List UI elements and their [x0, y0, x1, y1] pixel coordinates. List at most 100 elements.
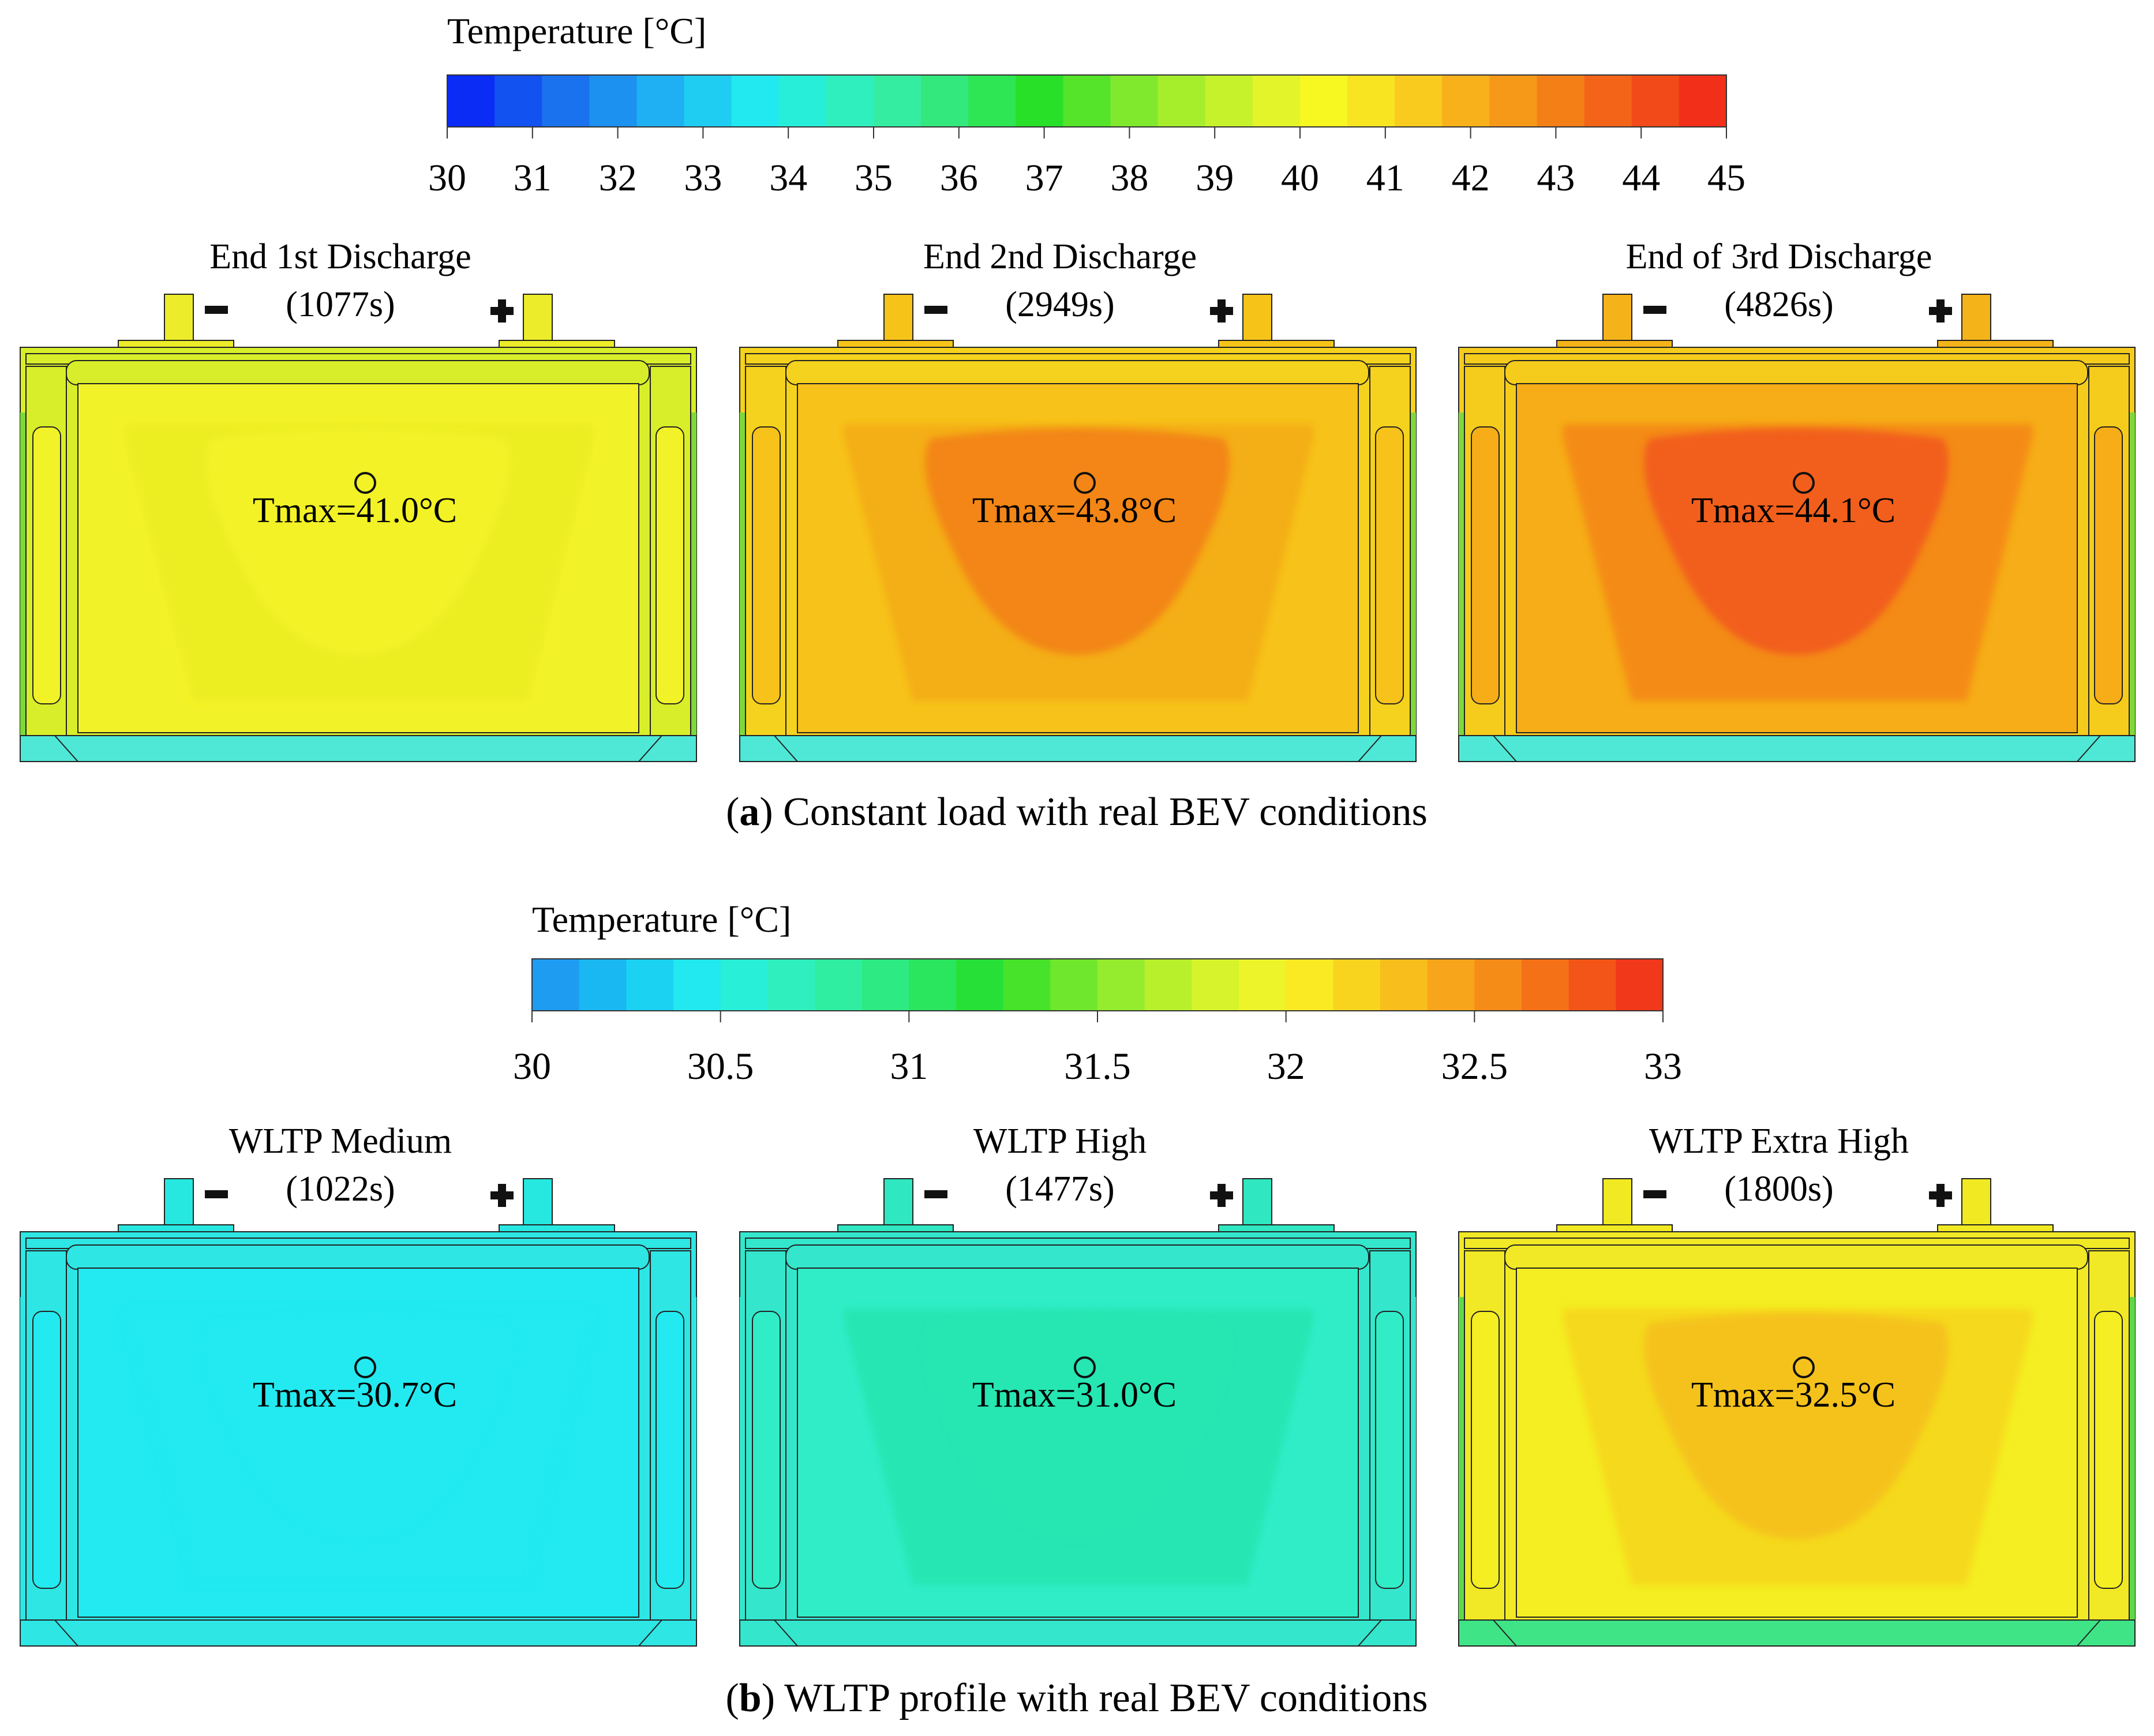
colorbar-swatch [1679, 75, 1727, 127]
right-slot [2094, 1311, 2123, 1589]
positive-tab [1242, 1178, 1272, 1231]
base-chamfer [774, 735, 1382, 762]
colorbar-tick-label: 30 [428, 157, 466, 199]
colorbar-swatch [1616, 959, 1664, 1011]
colorbar-swatch [1333, 959, 1381, 1011]
housing-edge-right [1410, 413, 1416, 736]
colorbar-tick-label: 32 [1267, 1045, 1305, 1088]
cell-time: (4826s) [1724, 285, 1833, 324]
cell-title: End 2nd Discharge [923, 237, 1197, 276]
minus-terminal-icon [924, 1190, 947, 1198]
colorbar-swatch [589, 75, 638, 127]
tmax-label: Tmax=32.5°C [1691, 1375, 1895, 1415]
cooling-plate-strip [739, 1619, 1417, 1647]
battery-cell-b2: WLTP High (1477s) Tmax=31.0°C [739, 1122, 1417, 1647]
colorbar-swatch [1568, 959, 1616, 1011]
minus-terminal-icon [1643, 1190, 1666, 1198]
colorbar-swatch [874, 75, 921, 127]
colorbar-swatch [1144, 959, 1192, 1011]
battery-cell-b1: WLTP Medium (1022s) Tmax=30.7°C [20, 1122, 697, 1647]
colorbar-tick-label: 31 [890, 1045, 928, 1088]
negative-tab [164, 1178, 194, 1231]
colorbar-swatch [1489, 75, 1538, 127]
temperature-zone-hot [205, 428, 510, 655]
battery-cell-a3: End of 3rd Discharge (4826s) Tmax=44.1°C [1458, 237, 2136, 762]
colorbar-swatch [1192, 959, 1239, 1011]
housing-edge-left [1459, 413, 1464, 736]
negative-tab [1602, 1178, 1632, 1231]
colorbar-tick-label: 31 [514, 157, 552, 199]
colorbar-b: Temperature [°C] 30 30.5 31 31.5 32 32.5 33 [513, 899, 1682, 1088]
colorbar-tick-label: 36 [940, 157, 978, 199]
tmax-label: Tmax=43.8°C [972, 491, 1177, 530]
housing-edge-right [691, 1297, 696, 1620]
jelly-roll-outline [77, 1268, 639, 1618]
negative-tab [1602, 294, 1632, 347]
jelly-roll-outline [77, 383, 639, 733]
colorbar-swatch [1631, 75, 1680, 127]
colorbar-swatch [1063, 75, 1111, 127]
minus-terminal-icon [1643, 306, 1666, 314]
probe-circle-icon [1074, 472, 1096, 494]
cell-time: (1077s) [286, 285, 395, 324]
right-slot [2094, 426, 2123, 704]
temperature-zone-hot [925, 1313, 1230, 1539]
colorbar-tick-label: 43 [1537, 157, 1575, 199]
colorbar-swatch [968, 75, 1016, 127]
negative-tab [883, 294, 913, 347]
base-chamfer [54, 735, 662, 762]
plus-terminal-icon [1929, 299, 1952, 323]
colorbar-tick-label: 33 [1644, 1045, 1682, 1088]
plus-terminal-icon [1210, 1184, 1233, 1207]
colorbar-frame [447, 74, 1727, 128]
cell-time: (1477s) [1005, 1169, 1114, 1209]
colorbar-tick-label: 33 [684, 157, 722, 199]
colorbar-tick-label: 38 [1110, 157, 1148, 199]
colorbar-a-ticks: 30 31 32 33 34 35 36 37 38 39 40 41 42 43 44 45 [428, 127, 1745, 199]
caption-b-text: WLTP profile with real BEV conditions [775, 1676, 1428, 1720]
colorbar-swatch [495, 75, 542, 127]
colorbar-tick-label: 44 [1622, 157, 1660, 199]
colorbar-swatch [1300, 75, 1348, 127]
colorbar-swatch [1239, 959, 1287, 1011]
cell-time: (1022s) [286, 1169, 395, 1209]
colorbar-swatch [720, 959, 768, 1011]
probe-circle-icon [354, 472, 376, 494]
colorbar-b-swatches [531, 958, 1664, 1011]
caption-b: (b) WLTP profile with real BEV condition… [725, 1676, 1428, 1720]
probe-circle-icon [1793, 1356, 1815, 1378]
colorbar-tick-label: 31.5 [1064, 1045, 1131, 1088]
colorbar-swatch [1097, 959, 1145, 1011]
temperature-zone-hot [1644, 428, 1949, 655]
colorbar-swatch [1347, 75, 1395, 127]
top-channel [66, 1244, 650, 1270]
probe-circle-icon [1793, 472, 1815, 494]
positive-tab [1961, 1178, 1991, 1231]
right-slot [655, 1311, 684, 1589]
left-slot [1471, 1311, 1500, 1589]
probe-circle-icon [354, 1356, 376, 1378]
caption-b-letter: b [739, 1676, 762, 1720]
colorbar-swatch [684, 75, 732, 127]
housing-edge-right [2129, 413, 2135, 736]
caption-a-text: Constant load with real BEV conditions [773, 790, 1428, 834]
cooling-plate-strip [20, 735, 697, 762]
tmax-label: Tmax=44.1°C [1691, 491, 1895, 530]
colorbar-swatch [626, 959, 674, 1011]
left-slot [32, 1311, 61, 1589]
housing-edge-left [740, 413, 746, 736]
battery-cell-a2: End 2nd Discharge (2949s) Tmax=43.8°C [739, 237, 1417, 762]
colorbar-swatch [542, 75, 590, 127]
colorbar-tick-label: 32 [599, 157, 637, 199]
negative-tab [164, 294, 194, 347]
colorbar-swatch [1395, 75, 1443, 127]
cooling-plate-strip [20, 1619, 697, 1647]
right-slot [1375, 1311, 1404, 1589]
temperature-zone-hot [925, 428, 1230, 655]
housing-edge-left [20, 413, 26, 736]
colorbar-a-title: Temperature [°C] [447, 10, 706, 51]
plus-terminal-icon [1929, 1184, 1952, 1207]
right-slot [655, 426, 684, 704]
jelly-roll-outline [797, 383, 1359, 733]
minus-terminal-icon [924, 306, 947, 314]
